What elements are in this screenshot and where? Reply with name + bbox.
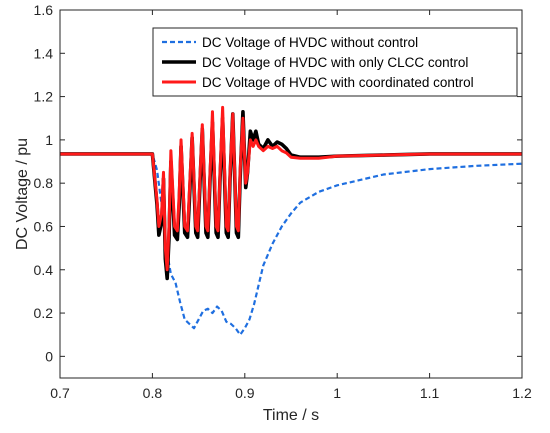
y-tick-label: 1.2 bbox=[34, 89, 54, 105]
y-tick-label: 0.6 bbox=[34, 218, 54, 234]
y-tick-label: 0.2 bbox=[34, 305, 54, 321]
x-axis: 0.7 0.8 0.9 1 1.1 1.2 bbox=[50, 10, 532, 401]
y-tick-label: 0.8 bbox=[34, 175, 54, 191]
y-axis: 0 0.2 0.4 0.6 0.8 1 1.2 1.4 1.6 bbox=[34, 2, 522, 364]
y-tick-label: 1.4 bbox=[34, 45, 54, 61]
legend-label-3: DC Voltage of HVDC with coordinated cont… bbox=[202, 75, 474, 90]
x-tick-label: 0.8 bbox=[143, 385, 163, 401]
series-line-3 bbox=[60, 105, 522, 272]
x-tick-label: 0.9 bbox=[235, 385, 255, 401]
y-tick-label: 1.6 bbox=[34, 2, 54, 18]
legend-label-1: DC Voltage of HVDC without control bbox=[202, 35, 418, 50]
y-tick-label: 0.4 bbox=[34, 262, 54, 278]
x-tick-label: 1 bbox=[333, 385, 341, 401]
plot-frame bbox=[59, 9, 523, 379]
x-axis-label: Time / s bbox=[263, 407, 319, 424]
y-tick-label: 1 bbox=[45, 132, 53, 148]
x-tick-label: 0.7 bbox=[50, 385, 70, 401]
y-tick-label: 0 bbox=[45, 348, 53, 364]
legend: DC Voltage of HVDC without control DC Vol… bbox=[152, 27, 518, 97]
legend-label-2: DC Voltage of HVDC with only CLCC contro… bbox=[202, 55, 468, 70]
x-tick-label: 1.2 bbox=[512, 385, 532, 401]
y-axis-label: DC Voltage / pu bbox=[14, 138, 31, 250]
series-layer bbox=[60, 105, 523, 336]
legend-box bbox=[152, 27, 518, 97]
x-tick-label: 1.1 bbox=[420, 385, 440, 401]
